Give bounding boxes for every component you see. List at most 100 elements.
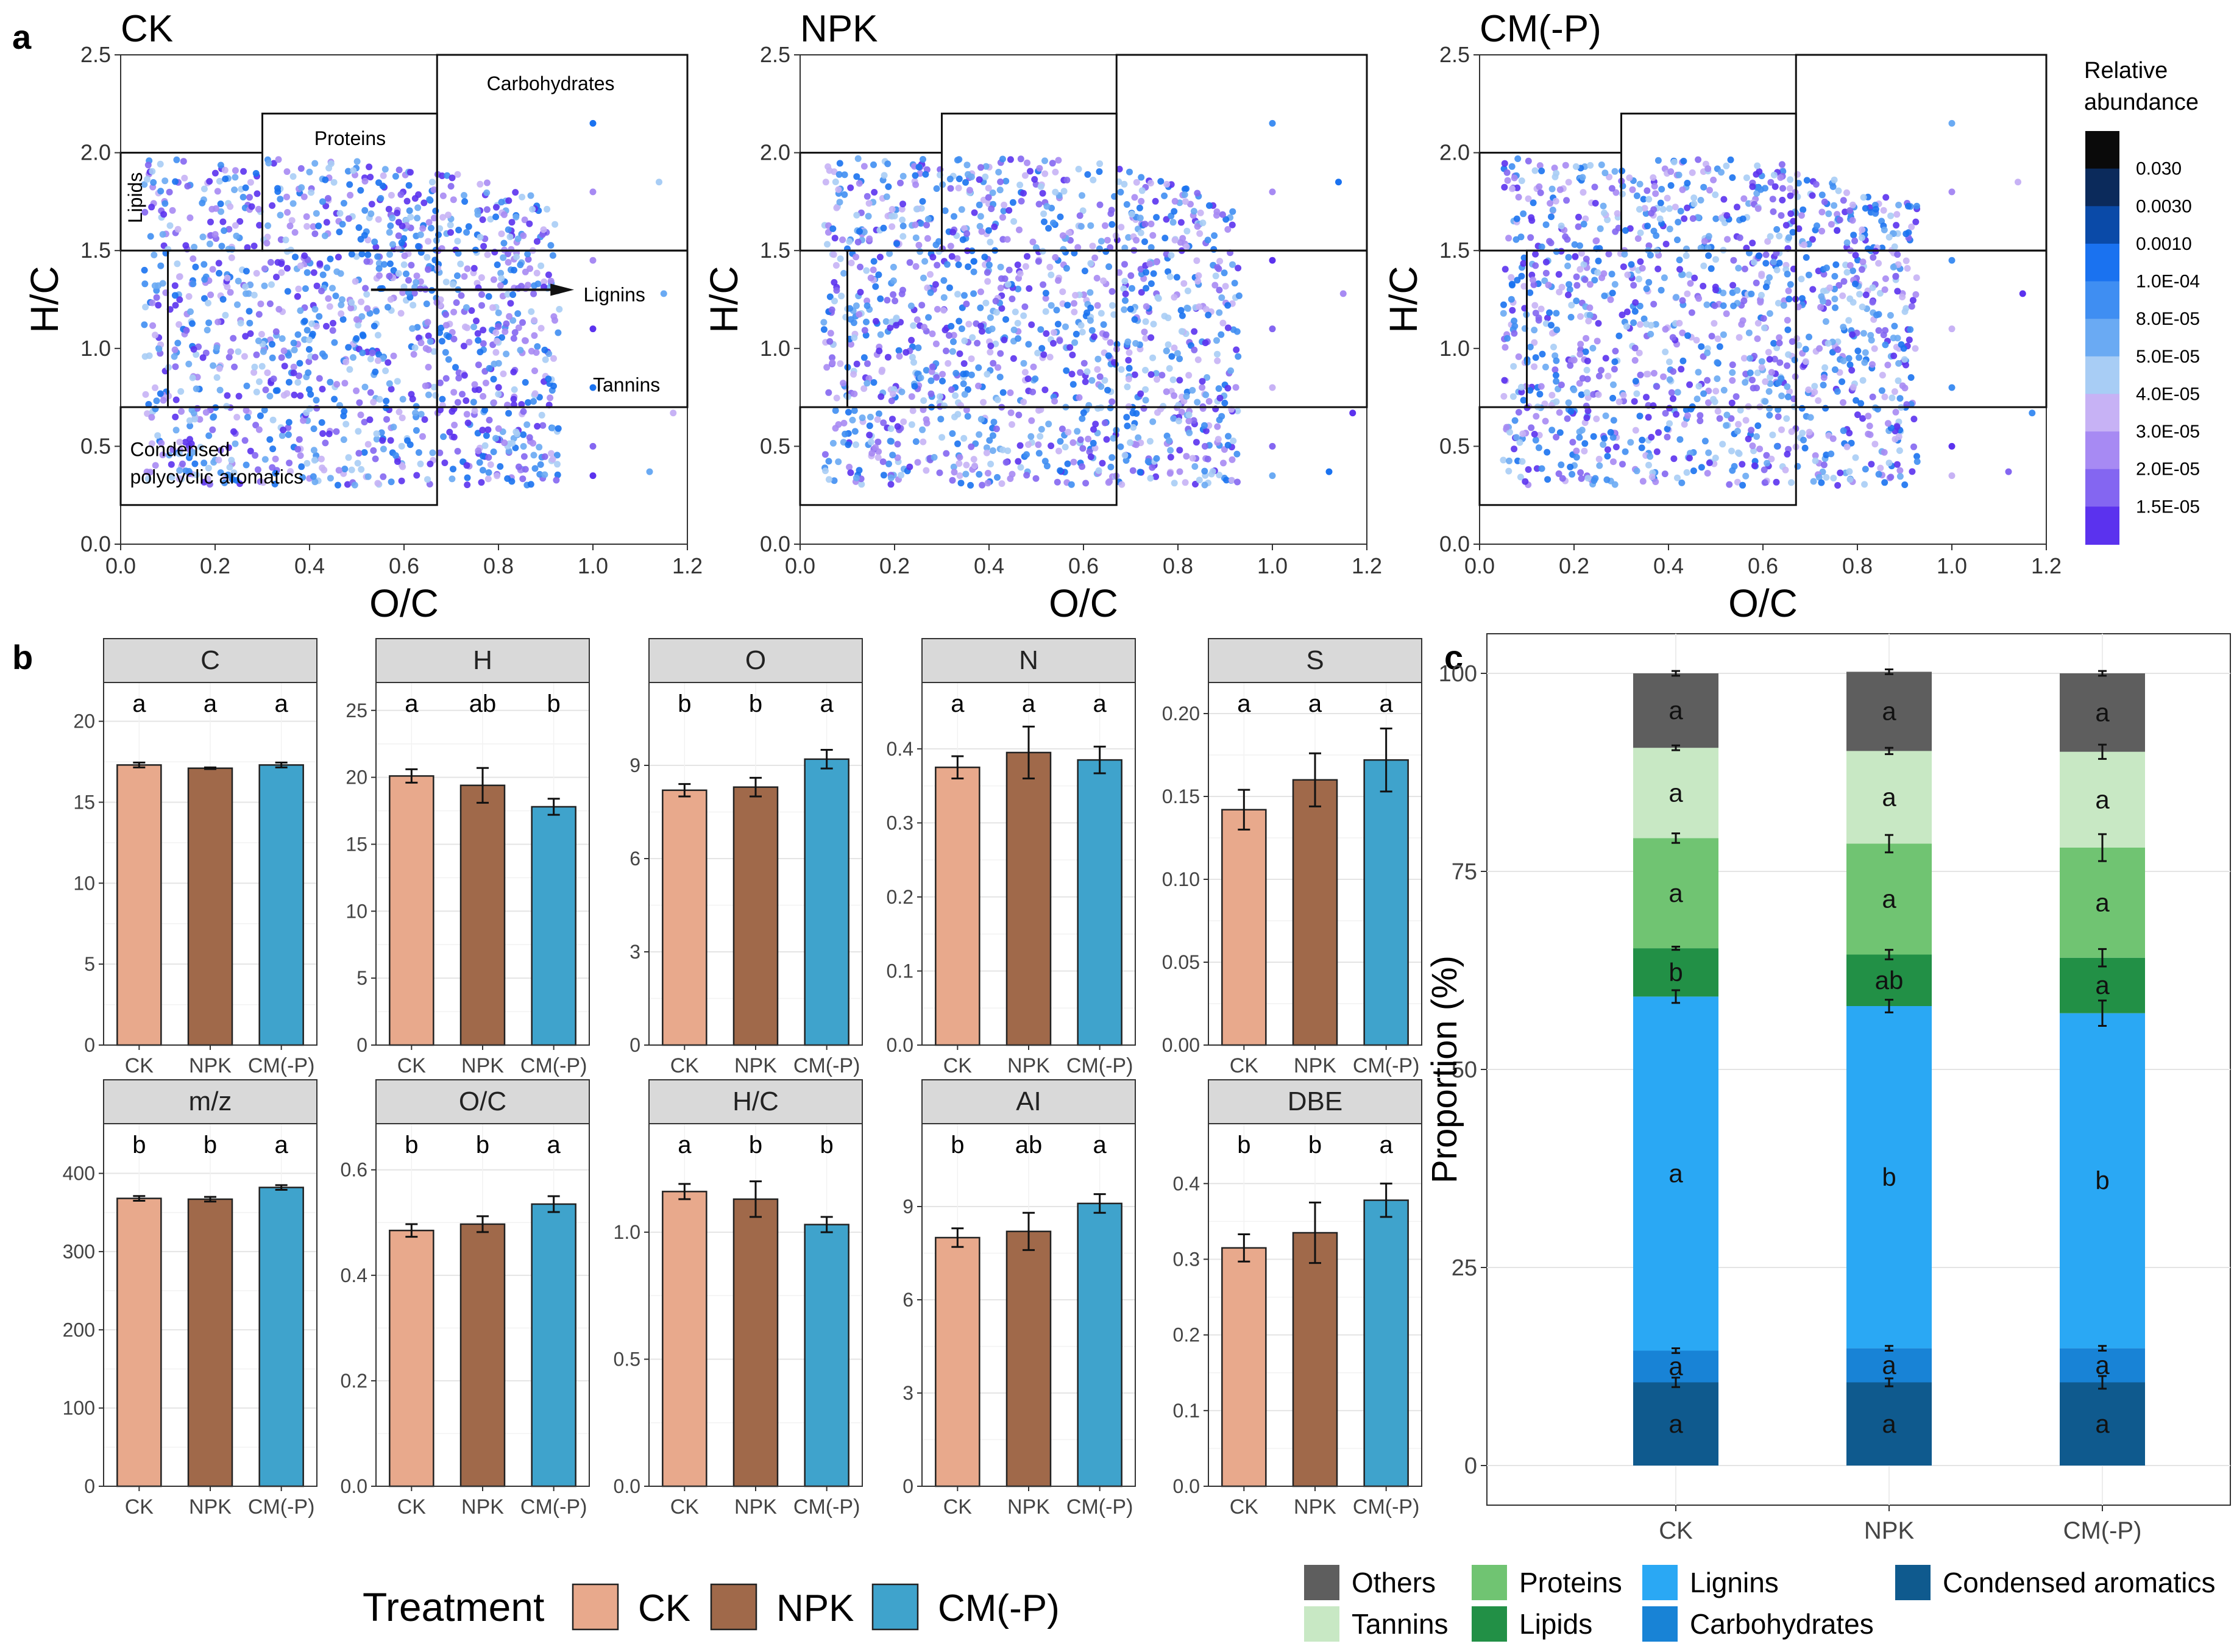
vk-point [867,438,874,445]
vk-point [218,208,224,215]
vk-point [1901,356,1908,363]
vk-point [373,436,380,443]
vk-point [1882,275,1889,282]
vk-point [1575,223,1582,230]
ytick-label: 3 [629,941,640,963]
vk-point [547,277,555,285]
vk-point [193,385,200,392]
vk-point [506,233,514,241]
vk-xlabel: O/C [1049,581,1118,625]
vk-point [531,282,538,289]
vk-point [956,175,963,182]
vk-point [1755,252,1762,260]
vk-point [1002,459,1010,466]
vk-point [253,388,260,395]
vk-point [1176,355,1183,363]
vk-point [954,291,961,298]
vk-point [227,289,234,296]
vk-point [531,317,538,324]
vk-point [250,369,258,376]
ytick-label: 9 [629,754,640,776]
vk-point [141,280,149,288]
vk-point [1786,185,1793,192]
vk-point [1647,252,1654,259]
vk-point [1948,325,1956,333]
vk-point [1578,250,1585,257]
vk-point [840,380,847,387]
vk-point [361,419,368,426]
vk-point [1564,262,1572,269]
vk-point [533,238,541,245]
vk-region-4 [1795,249,2048,408]
vk-point [172,363,179,370]
vk-point [875,271,882,278]
vk-point [425,266,431,273]
vk-point [430,186,438,193]
ytick-label: 75 [1452,859,1477,885]
xtick-label: CM(-P) [1066,1054,1133,1077]
vk-point [228,456,235,464]
vk-point [1803,254,1810,261]
vk-point [386,251,393,258]
vk-point [153,397,160,405]
vk-point [1784,383,1791,390]
vk-point [1176,377,1183,384]
vk-point [899,200,906,208]
vk-point [1531,302,1539,309]
vk-point [533,269,541,277]
ytick-label: 0.5 [614,1349,640,1370]
vk-point [289,200,297,207]
vk-point [1183,392,1190,400]
vk-point [1668,389,1675,396]
vk-point [660,290,667,297]
vk-point [247,447,254,455]
vk-point [319,198,326,205]
vk-point [876,347,883,355]
vk-point [824,241,831,248]
xtick-label: NPK [461,1495,504,1519]
vk-point [1693,336,1700,344]
vk-point [262,386,269,394]
vk-point [533,349,540,356]
xtick-label: NPK [1864,1517,1915,1544]
vk-point [859,414,866,422]
vk-point [1532,250,1539,258]
bar-CK [935,1236,980,1487]
vk-point [388,386,395,392]
vk-point [1185,372,1193,379]
vk-point [399,462,405,469]
vk-point [849,416,856,424]
vk-point [832,179,839,185]
vk-point [1171,208,1178,215]
vk-point [277,196,284,203]
vk-point [1222,216,1230,223]
vk-point [1537,305,1545,313]
vk-region-4 [436,249,689,408]
vk-point [962,179,969,186]
strip-title: N [1019,645,1038,675]
vk-point [1077,322,1085,329]
vk-point [449,408,456,415]
sig-letter: a [678,1132,692,1158]
vk-region-5 [799,406,1118,506]
vk-point [1229,456,1236,463]
vk-point [199,233,207,241]
vk-point [589,384,597,391]
vk-point [863,297,871,305]
vk-point [283,168,291,175]
vk-point [206,481,213,488]
vk-point [537,262,545,269]
vk-point [172,396,180,403]
vk-point [248,203,255,210]
vk-point [1153,214,1160,221]
vk-point [1219,319,1227,327]
vk-point [874,416,881,423]
bar-CM(-P) [1363,759,1409,1046]
xtick-label: CK [670,1054,700,1077]
vk-point [181,174,188,182]
vk-point [951,413,958,420]
vk-point [863,193,871,200]
vk-point [485,293,492,300]
vk-point [1154,294,1161,301]
